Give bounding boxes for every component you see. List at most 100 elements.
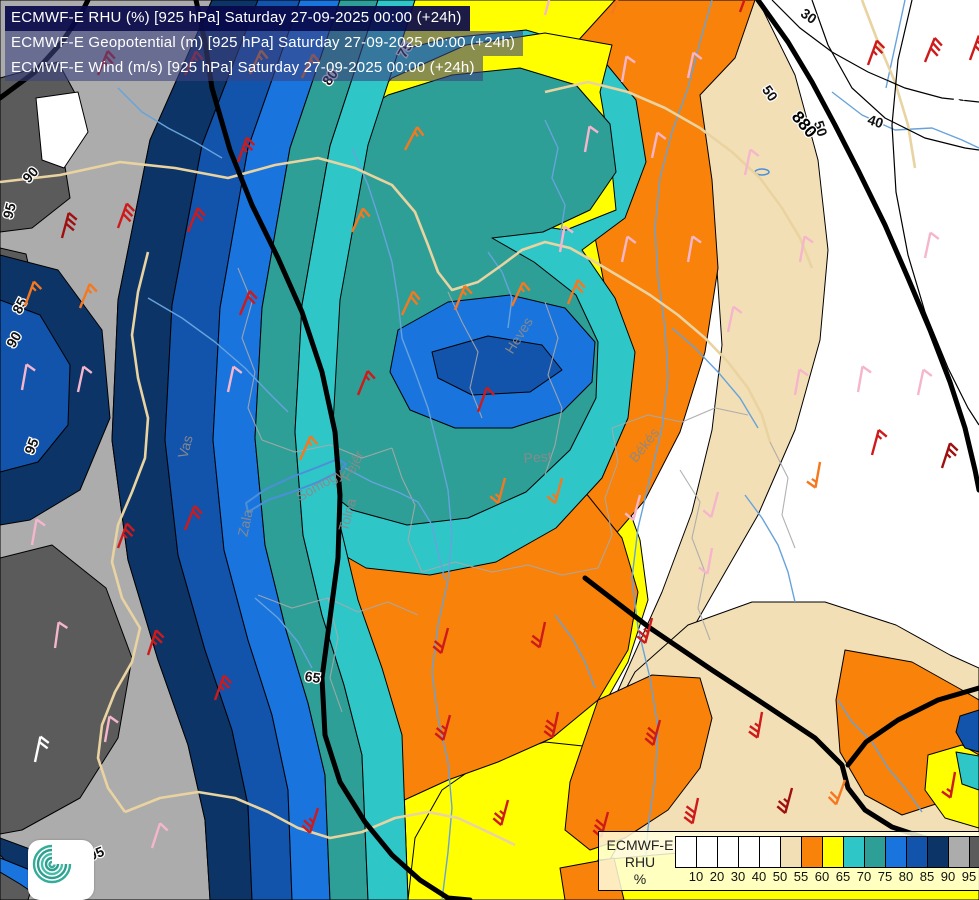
rhu-contour-line	[891, 0, 979, 426]
legend-cell: 10	[675, 836, 703, 884]
wind-barb-icon	[686, 51, 703, 79]
wind-barb-icon	[510, 281, 531, 307]
rhu-contour-label: 95	[0, 201, 19, 220]
legend-tick-label: 75	[877, 869, 893, 884]
rhu-color-legend: ECMWF-E RHU % 10 20 30 40 50 55 60 65 70 75 80 85 90…	[598, 831, 979, 891]
county-border-line	[257, 594, 419, 616]
wind-barb-icon	[726, 305, 743, 333]
legend-swatch	[843, 836, 865, 868]
wind-barb-icon	[530, 621, 547, 649]
geopotential-contour-line	[193, 0, 473, 900]
rhu-region-cyan-edge-sliver	[955, 751, 979, 791]
wind-barb-icon	[644, 719, 662, 747]
wind-barb-icon	[738, 0, 756, 13]
country-border-line	[544, 80, 814, 269]
legend-cell: 100	[969, 836, 979, 884]
river-line	[885, 0, 906, 89]
legend-tick-label: 95	[961, 869, 977, 884]
wind-barb-icon	[150, 822, 169, 849]
wind-barb-icon	[941, 771, 957, 799]
river-line	[831, 91, 979, 149]
legend-tick-label: 55	[793, 869, 809, 884]
legend-title: ECMWF-E RHU %	[605, 834, 675, 888]
country-borders-layer	[0, 0, 917, 847]
wind-barb-icon	[186, 207, 206, 233]
wind-barb-icon	[748, 711, 764, 739]
wind-barb-icon	[923, 231, 940, 259]
wind-barb-icon	[624, 494, 642, 522]
country-border-line	[124, 790, 516, 847]
weather-app-logo	[28, 840, 94, 900]
wind-barb-icon	[793, 368, 809, 396]
legend-swatch	[780, 836, 802, 868]
title-rhu-line: ECMWF-E RHU (%) [925 hPa] Saturday 27-09…	[5, 6, 470, 31]
wind-barb-icon	[798, 235, 814, 263]
rhu-contour-label: 95	[21, 436, 42, 457]
wind-barb-icon	[301, 807, 320, 834]
wind-barb-icon	[866, 39, 886, 66]
legend-swatch	[969, 836, 979, 868]
wind-barb-icon	[453, 285, 473, 311]
county-border-line	[237, 267, 263, 441]
rhu-contour-label: 40	[866, 111, 886, 131]
wind-barb-icon	[23, 280, 43, 307]
legend-swatch	[759, 836, 781, 868]
wind-barb-icon	[806, 461, 822, 489]
legend-title-unit: %	[633, 871, 647, 887]
legend-swatch	[801, 836, 823, 868]
wind-barb-icon	[213, 674, 233, 701]
legend-swatch	[675, 836, 697, 868]
wind-barb-icon	[856, 365, 872, 393]
legend-swatch	[738, 836, 760, 868]
legend-tick-label: 50	[772, 869, 788, 884]
rhu-region-blue80-west-blob	[0, 299, 71, 473]
county-border-line	[261, 439, 393, 459]
county-border-line	[769, 441, 796, 549]
wind-barb-icon	[566, 279, 586, 305]
wind-barb-icon	[116, 202, 136, 229]
wind-barb-icon	[183, 505, 203, 531]
wind-barb-icon	[620, 55, 636, 83]
wind-barb-icon	[940, 442, 959, 469]
river-line	[117, 87, 223, 159]
wind-barb-icon	[698, 547, 714, 575]
river-line	[544, 119, 566, 239]
wind-barb-icon	[226, 365, 243, 393]
wind-barb-icon	[33, 735, 50, 763]
wind-barb-icon	[236, 136, 256, 163]
legend-cell: 40	[738, 836, 766, 884]
legend-cell: 90	[927, 836, 955, 884]
title-wind-line: ECMWF-E Wind (m/s) [925 hPa] Saturday 27…	[5, 56, 483, 81]
legend-swatch	[864, 836, 886, 868]
legend-cell: 20	[696, 836, 724, 884]
wind-barb-icon	[776, 787, 794, 815]
rhu-region-orange-south-east-lobe	[564, 674, 713, 851]
wind-barb-icon	[870, 428, 888, 456]
wind-barb-icon	[543, 0, 553, 16]
county-border-line	[391, 447, 423, 573]
wind-barb-icon	[489, 477, 507, 505]
legend-title-param: RHU	[624, 854, 656, 870]
county-border-line	[327, 597, 343, 713]
river-line	[254, 597, 313, 669]
wind-barb-icon	[702, 491, 720, 519]
county-border-line	[597, 427, 619, 569]
wind-barb-icon	[492, 799, 510, 827]
geopotential-contour-line	[755, 0, 979, 493]
river-line	[344, 467, 446, 581]
wind-barbs-layer	[20, 0, 979, 849]
legend-tick-label: 80	[898, 869, 914, 884]
wind-barb-icon	[948, 91, 966, 119]
geopotential-contour-line	[845, 685, 979, 768]
rhu-contour-line	[811, 0, 979, 151]
country-border-line	[96, 251, 150, 813]
legend-title-model: ECMWF-E	[606, 837, 674, 853]
wind-barb-icon	[610, 0, 623, 15]
river-line	[351, 147, 453, 900]
river-line	[671, 327, 759, 429]
county-name-label: Vas	[174, 433, 195, 459]
country-border-line	[0, 156, 772, 443]
